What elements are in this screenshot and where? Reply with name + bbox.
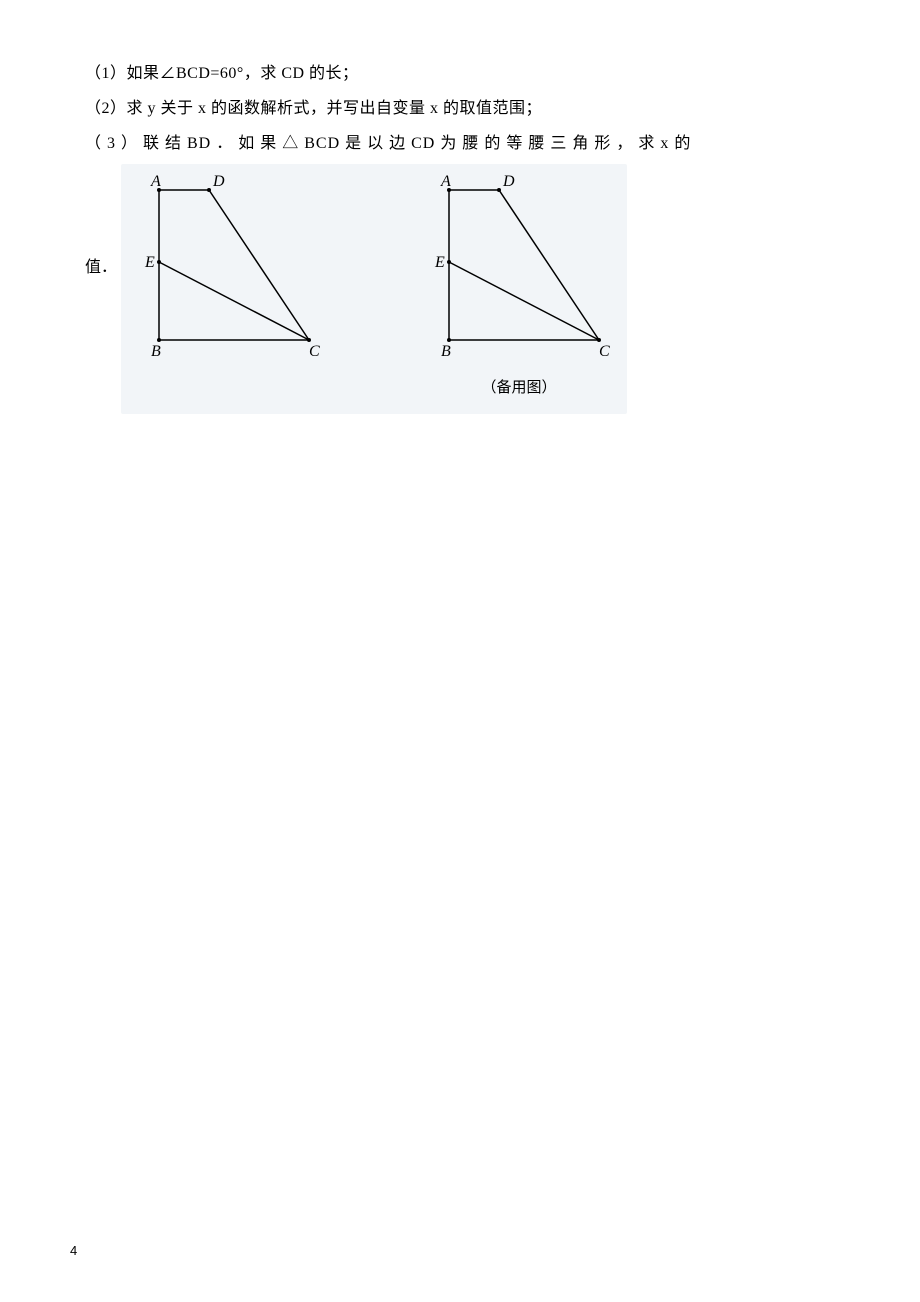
label-C-2: C [599,343,610,360]
value-label: 值． [85,254,117,283]
label-C-1: C [309,343,320,360]
label-B-2: B [441,343,451,360]
diagram-main: A D E B C [129,170,329,402]
label-B-1: B [151,343,161,360]
label-A-2: A [440,173,451,190]
label-E-2: E [434,254,445,271]
label-D-1: D [212,173,225,190]
backup-caption: （备用图） [419,375,619,402]
question-part-3-text: （ 3 ） 联 结 BD ． 如 果 △ BCD 是 以 边 CD 为 腰 的 … [85,130,691,159]
label-A-1: A [150,173,161,190]
label-E-1: E [144,254,155,271]
question-part-1: （1）如果∠BCD=60°，求 CD 的长； [85,60,850,89]
question-part-3: （ 3 ） 联 结 BD ． 如 果 △ BCD 是 以 边 CD 为 腰 的 … [85,130,850,159]
diagram-container: A D E B C [121,164,627,414]
label-D-2: D [502,173,515,190]
question-part-2: （2）求 y 关于 x 的函数解析式，并写出自变量 x 的取值范围； [85,95,850,124]
diagram-row: 值． [85,164,850,414]
diagram-backup: A D E B C （备用图） [419,170,619,402]
page-number: 4 [70,1239,77,1262]
